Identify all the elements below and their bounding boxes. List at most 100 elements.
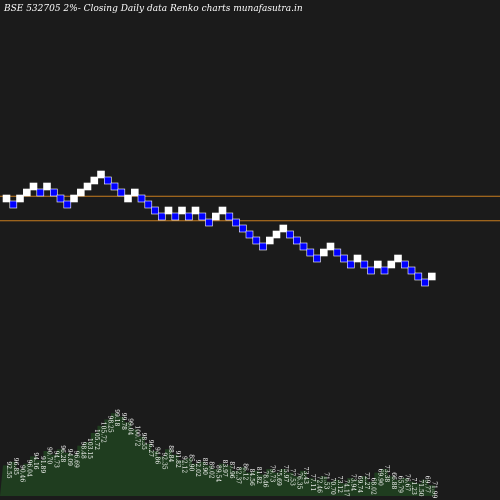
value-label: 65.79 [397,476,404,493]
value-label: 94.16 [32,452,39,469]
down-brick [239,224,247,233]
value-label: 73.38 [383,465,390,482]
down-brick [185,212,193,221]
value-label: 69.74 [356,476,363,493]
value-label: 94.86 [154,447,161,464]
value-label: 96.04 [25,460,32,477]
value-label: 71.53 [322,472,329,489]
value-label: 96.85 [12,458,19,475]
up-brick [218,206,227,215]
value-label: 81.82 [255,467,262,484]
down-brick [245,230,254,239]
down-brick [158,212,166,221]
down-brick [421,278,429,287]
up-brick [353,254,362,263]
down-brick [205,218,213,227]
down-brick [63,200,72,209]
value-label: 92.12 [181,456,188,473]
value-label: 98.48 [79,442,86,459]
down-brick [225,212,234,221]
value-label: 85.90 [187,454,194,471]
down-brick [286,230,294,239]
value-label: 71.99 [430,481,437,498]
value-label: 91.82 [174,451,181,468]
value-label: 82.37 [235,467,242,484]
up-brick [77,188,85,197]
value-label: 73.43 [302,467,309,484]
value-label: 89.54 [214,465,221,482]
value-label: 71.23 [410,478,417,495]
value-label: 75.69 [275,469,282,486]
up-brick [326,242,335,251]
down-brick [400,260,409,269]
value-label: 72.27 [363,472,370,489]
down-brick [340,254,348,263]
value-label: 103.15 [86,438,93,459]
value-label: 96.69 [73,451,80,468]
down-brick [144,200,153,209]
down-brick [259,242,267,251]
down-brick [407,266,416,275]
down-brick [333,248,342,257]
chart-title: BSE 532705 2%- Closing Daily data Renko … [3,4,303,14]
value-label: 84.56 [248,469,255,486]
up-brick [124,194,132,203]
down-brick [252,236,261,245]
value-label: 96.28 [59,445,66,462]
value-label: 73.12 [336,476,343,493]
up-brick [319,248,328,257]
value-label: 94.73 [52,451,59,468]
up-brick [70,194,78,203]
value-label: 74.17 [343,479,350,496]
value-label: 78.46 [262,470,269,487]
up-brick [97,170,105,179]
down-brick [56,194,65,203]
up-brick [279,224,288,233]
value-label: 75.97 [282,465,289,482]
value-label: 76.67 [403,474,410,491]
value-label: 70.70 [329,478,336,495]
value-label: 96.27 [147,440,154,457]
down-brick [36,188,45,197]
down-brick [414,272,423,281]
up-brick [387,260,396,269]
up-brick [29,182,38,191]
value-label: 105.72 [100,422,107,443]
up-brick [131,188,139,197]
value-label: 73.94 [349,474,356,491]
down-brick [137,194,146,203]
value-label: 68.02 [370,478,377,495]
value-label: 66.88 [390,472,397,489]
down-brick [110,182,119,191]
value-label: 99.04 [127,418,134,435]
value-label: 92.02 [194,460,201,477]
up-brick [16,194,24,203]
value-label: 79.73 [268,465,275,482]
value-label: 91.89 [39,456,46,473]
up-brick [427,272,436,281]
value-label: 69.90 [376,469,383,486]
value-label: 76.35 [295,472,302,489]
volume-polygon [0,413,435,496]
up-brick [22,188,31,197]
renko-bricks [2,170,436,287]
up-brick [43,182,51,191]
value-label: 83.97 [221,460,228,477]
value-label: 88.84 [167,445,174,462]
down-brick [171,212,180,221]
down-brick [49,188,58,197]
value-label: 105.72 [93,429,100,450]
value-label: 90.70 [46,447,53,464]
value-label: 100.72 [133,425,140,446]
up-brick [178,206,186,215]
value-label: 89.02 [208,461,215,478]
value-label: 94.09 [66,449,73,466]
value-label: 92.55 [5,461,12,478]
value-label: 77.11 [309,474,316,491]
down-brick [367,266,375,275]
volume-area [0,413,435,496]
down-brick [9,200,18,209]
up-brick [191,206,200,215]
